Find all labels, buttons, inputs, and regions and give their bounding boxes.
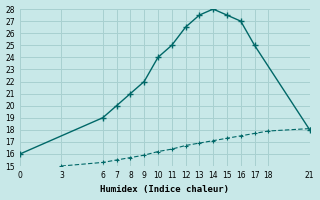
- X-axis label: Humidex (Indice chaleur): Humidex (Indice chaleur): [100, 185, 229, 194]
